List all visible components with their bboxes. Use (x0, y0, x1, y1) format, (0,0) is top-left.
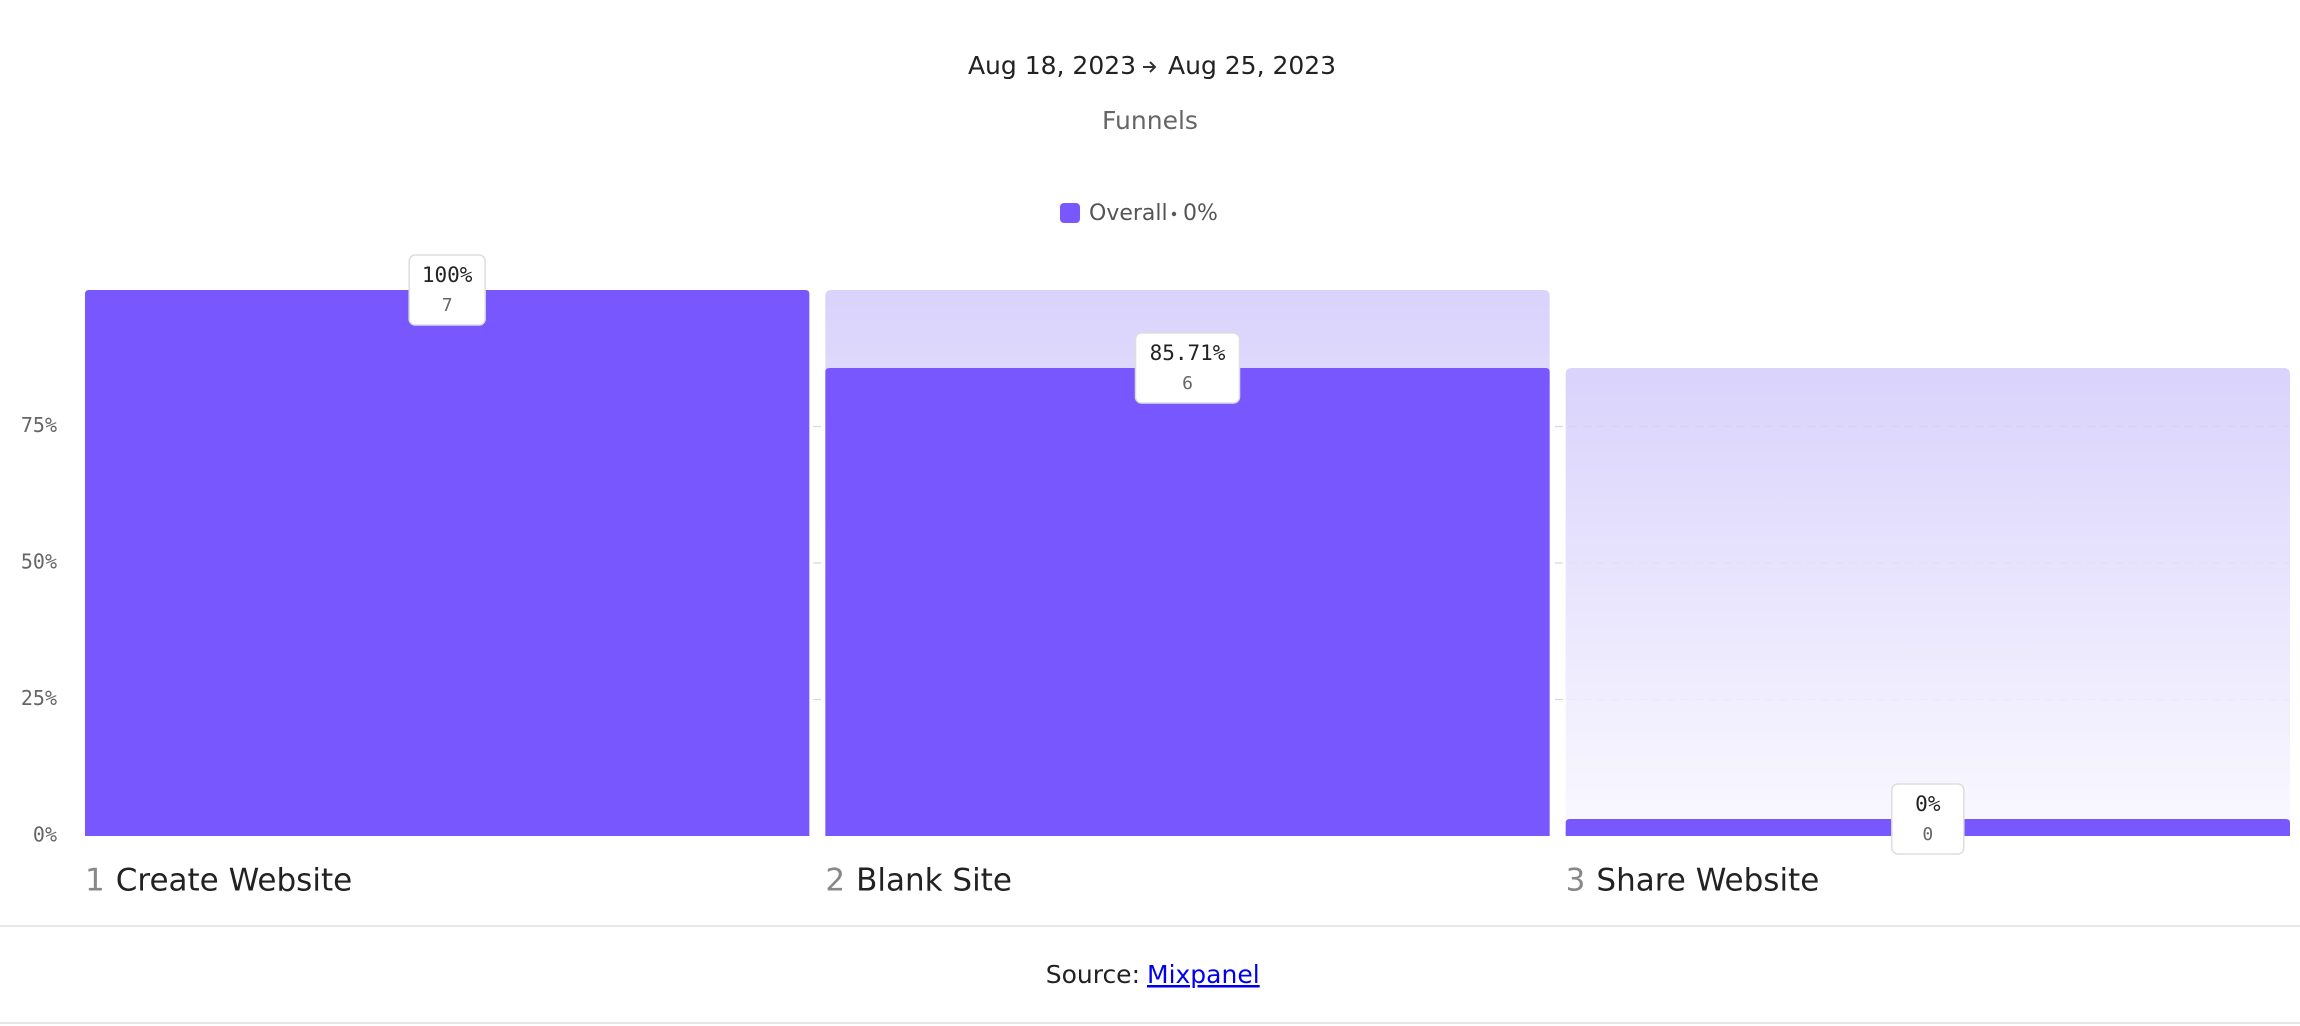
source-label: Source: (1046, 960, 1140, 989)
date-end: Aug 25, 2023 (1168, 51, 1336, 80)
bars (85, 290, 2290, 836)
legend-value: 0% (1183, 201, 1218, 226)
y-tick-label: 75% (21, 413, 57, 437)
bar (825, 368, 1550, 836)
count-label: 7 (442, 295, 453, 316)
value-label: 100% (422, 263, 473, 287)
legend-swatch (1060, 203, 1080, 223)
date-start: Aug 18, 2023 (968, 51, 1136, 80)
tooltip-box (408, 254, 486, 326)
step-number: 1 (85, 863, 105, 899)
arrow (1143, 61, 1157, 73)
source-link[interactable]: Mixpanel (1147, 960, 1260, 989)
bar (85, 290, 810, 836)
step-number: 3 (1566, 863, 1586, 899)
tooltip-box (1891, 783, 1965, 855)
category-label: Blank Site (856, 863, 1012, 899)
value-label: 85.71% (1150, 341, 1226, 365)
y-tick-label: 0% (33, 823, 57, 847)
category-label: Share Website (1596, 863, 1819, 899)
legend-label: Overall (1089, 201, 1168, 226)
separator (1171, 211, 1177, 217)
category-label: Create Website (116, 863, 352, 899)
step-number: 2 (825, 863, 845, 899)
count-label: 0 (1922, 824, 1933, 845)
value-label: 0% (1915, 792, 1941, 816)
tooltips: 100% 7 85.71% 6 0% 0 (408, 254, 1965, 855)
count-label: 6 (1182, 373, 1193, 394)
dropoff-bar (1565, 368, 2290, 836)
y-tick-label: 50% (21, 550, 57, 574)
y-tick-label: 25% (21, 686, 57, 710)
tooltip-box (1134, 332, 1241, 404)
subtitle: Funnels (1102, 106, 1198, 135)
